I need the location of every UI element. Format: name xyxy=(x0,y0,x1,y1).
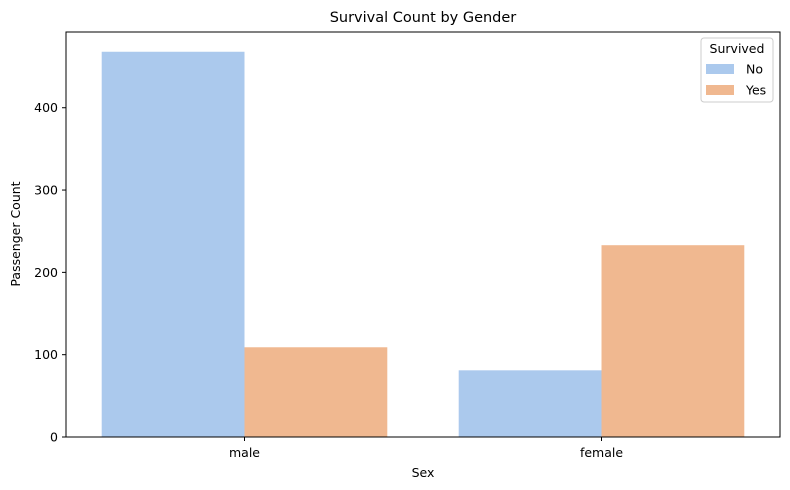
bar-male-no xyxy=(101,51,245,437)
y-axis: 0 100 200 300 400 xyxy=(34,100,66,445)
legend-title: Survived xyxy=(710,41,765,56)
plot-frame xyxy=(65,31,781,438)
bars xyxy=(101,51,745,437)
x-tick-label-male: male xyxy=(229,445,260,460)
y-tick-label: 0 xyxy=(50,430,58,445)
legend: Survived No Yes xyxy=(700,37,774,103)
bar-female-no xyxy=(458,370,602,437)
y-tick-label: 300 xyxy=(34,183,58,198)
y-tick-label: 200 xyxy=(34,265,58,280)
bar-female-yes xyxy=(601,245,745,437)
x-tick-label-female: female xyxy=(580,445,623,460)
y-tick-label: 100 xyxy=(34,347,58,362)
legend-label-yes: Yes xyxy=(745,83,766,98)
x-axis: male female xyxy=(229,437,623,460)
y-axis-label: Passenger Count xyxy=(8,181,23,286)
legend-swatch-yes xyxy=(706,85,734,95)
bar-male-yes xyxy=(244,347,388,437)
legend-label-no: No xyxy=(746,62,763,77)
y-tick-label: 400 xyxy=(34,100,58,115)
legend-swatch-no xyxy=(706,64,734,74)
x-axis-label: Sex xyxy=(412,465,435,480)
chart-title: Survival Count by Gender xyxy=(330,10,517,26)
